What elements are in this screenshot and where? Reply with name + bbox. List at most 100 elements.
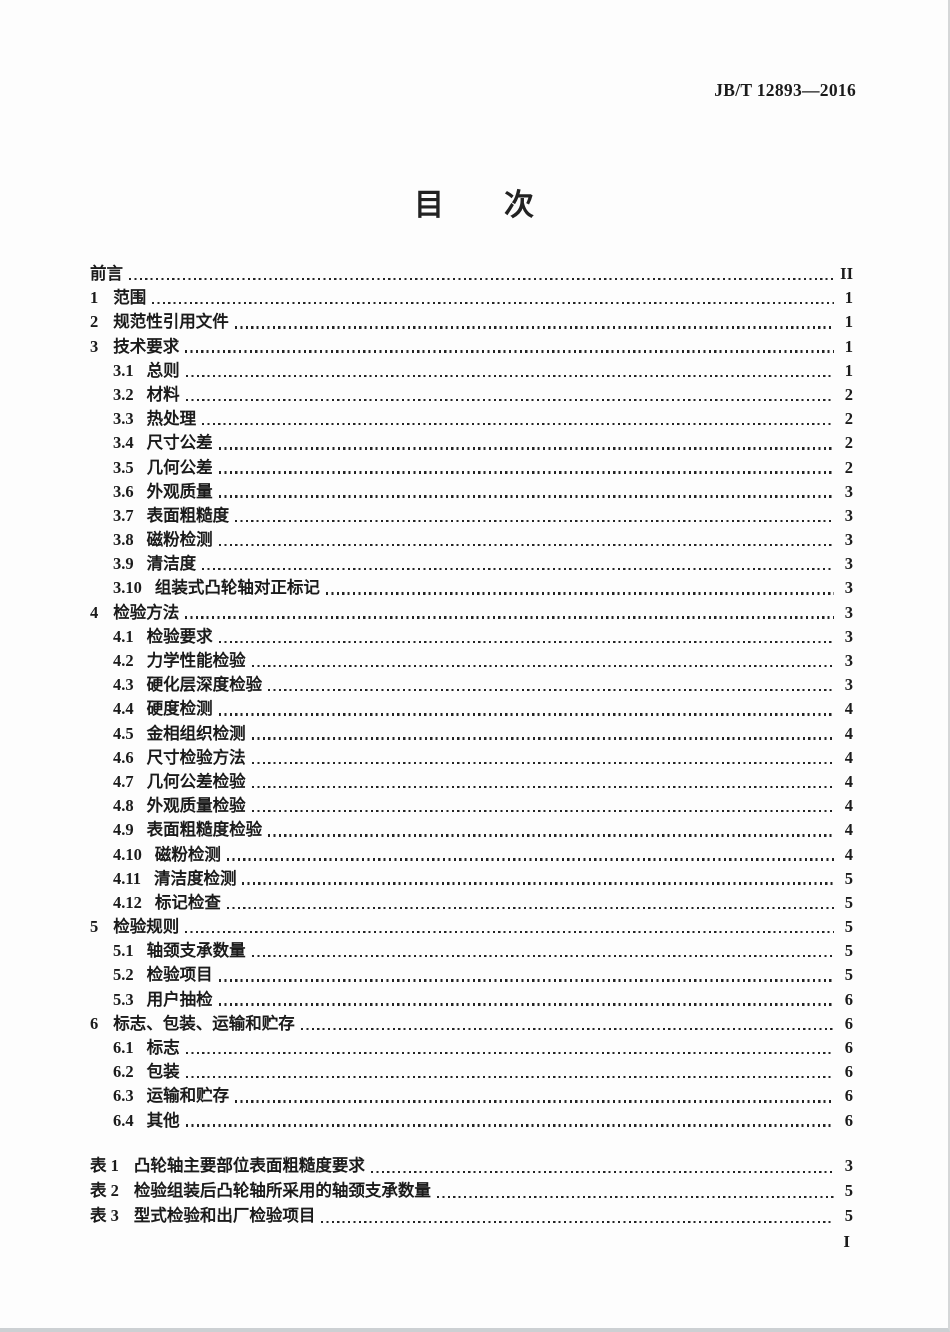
toc-entry-label: 检验项目 xyxy=(146,965,213,985)
toc-entry-label: 磁粉检测 xyxy=(146,530,213,550)
toc-entry[interactable]: 5.1 轴颈支承数量 5 xyxy=(90,937,853,961)
toc-entry[interactable]: 4.12 标记检查 5 xyxy=(90,889,853,913)
toc-entry-number: 3.6 xyxy=(113,481,134,501)
toc-leader-dots xyxy=(234,326,834,329)
toc-entry[interactable]: 4.10 磁粉检测 4 xyxy=(90,841,853,865)
page-number: I xyxy=(843,1232,850,1251)
toc-entry[interactable]: 4.1 检验要求 3 xyxy=(90,623,853,647)
toc-entry-page: 6 xyxy=(844,1038,853,1057)
toc-leader-dots xyxy=(242,882,834,885)
toc-entry[interactable]: 4.7 几何公差检验 4 xyxy=(90,768,853,792)
toc-entry[interactable]: 6.3 运输和贮存 6 xyxy=(90,1082,853,1106)
toc-entry[interactable]: 4.3 硬化层深度检验 3 xyxy=(90,671,853,695)
toc-entry-label: 检验方法 xyxy=(113,602,180,622)
toc-entry-label: 金相组织检测 xyxy=(146,723,246,743)
toc-entry-page: 3 xyxy=(844,554,853,574)
toc-entry[interactable]: 6.4 其他 6 xyxy=(90,1107,853,1131)
toc-entry-number: 1 xyxy=(90,288,99,308)
toc-entry[interactable]: 4.4 硬度检测 4 xyxy=(90,695,853,719)
toc-leader-dots xyxy=(370,1170,834,1173)
table-index-entry[interactable]: 表 2 检验组装后凸轮轴所采用的轴颈支承数量 5 xyxy=(90,1177,853,1202)
toc-entry[interactable]: 3.2 材料 2 xyxy=(90,381,853,405)
toc-entry[interactable]: 3 技术要求 1 xyxy=(90,333,853,357)
toc-leader-dots xyxy=(251,809,834,813)
toc-entry-number: 5.3 xyxy=(113,989,134,1009)
toc-entry-page: 1 xyxy=(844,288,853,308)
toc-entry-number: 3 xyxy=(90,336,99,356)
toc-entry-number: 6 xyxy=(90,1013,99,1033)
toc-entry-page: 4 xyxy=(844,699,853,719)
table-index-entry[interactable]: 表 1 凸轮轴主要部位表面粗糙度要求 3 xyxy=(90,1152,853,1177)
toc-entry-number: 4.10 xyxy=(113,844,142,864)
toc-leader-dots xyxy=(218,543,834,547)
toc-entry-page: 4 xyxy=(844,723,853,743)
toc-leader-dots xyxy=(202,568,834,571)
toc-entry[interactable]: 5 检验规则 5 xyxy=(90,913,853,937)
toc-entry[interactable]: 4.5 金相组织检测 4 xyxy=(90,720,853,744)
toc-entry-label: 材料 xyxy=(146,384,180,404)
table-index-entry[interactable]: 表 3 型式检验和出厂检验项目 5 xyxy=(90,1202,853,1227)
toc-entry-page: 6 xyxy=(844,1110,853,1130)
toc-entry[interactable]: 4.6 尺寸检验方法 4 xyxy=(90,744,853,768)
toc-entry[interactable]: 4.9 表面粗糙度检验 4 xyxy=(90,816,853,840)
doc-number: JB/T 12893—2016 xyxy=(714,80,856,100)
toc-leader-dots xyxy=(251,737,834,740)
toc-entry[interactable]: 4.2 力学性能检验 3 xyxy=(90,647,853,671)
toc-entry-label: 清洁度检测 xyxy=(153,868,237,888)
toc-entry-page: 3 xyxy=(844,505,853,525)
toc-leader-dots xyxy=(185,1124,834,1127)
toc-leader-dots xyxy=(185,1075,834,1079)
toc-leader-dots xyxy=(218,447,834,450)
toc-entry[interactable]: 3.10 组装式凸轮轴对正标记 3 xyxy=(90,574,853,598)
toc-entry[interactable]: 3.5 几何公差 2 xyxy=(90,454,853,478)
toc-entry-number: 5.1 xyxy=(113,941,134,961)
toc-leader-dots xyxy=(218,713,834,716)
toc-entry[interactable]: 4.11 清洁度检测 5 xyxy=(90,865,853,889)
toc-entry-number: 4.3 xyxy=(113,675,134,695)
toc-entry[interactable]: 6.2 包装 6 xyxy=(90,1058,853,1082)
toc-entry[interactable]: 4 检验方法 3 xyxy=(90,599,853,623)
toc-entry[interactable]: 5.3 用户抽检 6 xyxy=(90,986,853,1010)
toc-entry[interactable]: 3.6 外观质量 3 xyxy=(90,478,853,502)
toc-entry-page: 4 xyxy=(844,747,853,767)
toc-entry-number: 4.6 xyxy=(113,747,134,767)
toc-leader-dots xyxy=(185,1051,834,1055)
toc-entry[interactable]: 3.4 尺寸公差 2 xyxy=(90,429,853,453)
toc-entry[interactable]: 1 范围 1 xyxy=(90,284,853,308)
toc-entry[interactable]: 5.2 检验项目 5 xyxy=(90,961,853,985)
toc-entry[interactable]: 3.1 总则 1 xyxy=(90,357,853,381)
toc-entry-page: 2 xyxy=(844,409,853,429)
toc-entry[interactable]: 6 标志、包装、运输和贮存 6 xyxy=(90,1010,853,1034)
toc-entry[interactable]: 3.7 表面粗糙度 3 xyxy=(90,502,853,526)
toc-entry-label: 尺寸检验方法 xyxy=(146,747,246,767)
toc-entry-number: 2 xyxy=(90,312,99,332)
toc-entry-page: 6 xyxy=(844,989,853,1009)
toc-entry-page: 3 xyxy=(844,651,853,670)
toc-leader-dots xyxy=(218,640,834,643)
toc-leader-dots xyxy=(251,955,834,958)
toc-entry-label: 检验要求 xyxy=(146,626,213,646)
toc-entry[interactable]: 前言 II xyxy=(90,260,853,284)
toc-entry-page: 4 xyxy=(844,771,853,791)
toc-entry[interactable]: 4.8 外观质量检验 4 xyxy=(90,792,853,816)
toc-entry[interactable]: 2 规范性引用文件 1 xyxy=(90,308,853,332)
toc-entry-number: 4.4 xyxy=(113,699,134,719)
toc-entry[interactable]: 3.8 磁粉检测 3 xyxy=(90,526,853,550)
toc-entry-page: 3 xyxy=(844,626,853,646)
toc-entry-number: 4.5 xyxy=(113,723,134,743)
toc-entry-number: 5.2 xyxy=(113,965,134,985)
toc-entry-label: 检验组装后凸轮轴所采用的轴颈支承数量 xyxy=(133,1181,431,1200)
toc-entry-page: 3 xyxy=(844,602,853,622)
toc-entry-page: 5 xyxy=(844,892,853,912)
toc-entry[interactable]: 3.9 清洁度 3 xyxy=(90,550,853,574)
toc-entry-page: 5 xyxy=(844,965,853,985)
tables-index: 表 1 凸轮轴主要部位表面粗糙度要求 3 表 2 检验组装后凸轮轴所采用的轴颈支承数量 5… xyxy=(90,1152,853,1227)
toc-entry[interactable]: 6.1 标志 6 xyxy=(90,1034,853,1058)
toc-entry-label: 磁粉检测 xyxy=(154,844,221,864)
toc-leader-dots xyxy=(218,1003,834,1006)
toc-entry-number: 3.9 xyxy=(113,554,134,574)
toc-leader-dots xyxy=(268,688,834,692)
toc-entry-number: 4.12 xyxy=(113,892,142,912)
toc-entry[interactable]: 3.3 热处理 2 xyxy=(90,405,853,429)
toc-entry-page: 5 xyxy=(844,868,853,888)
